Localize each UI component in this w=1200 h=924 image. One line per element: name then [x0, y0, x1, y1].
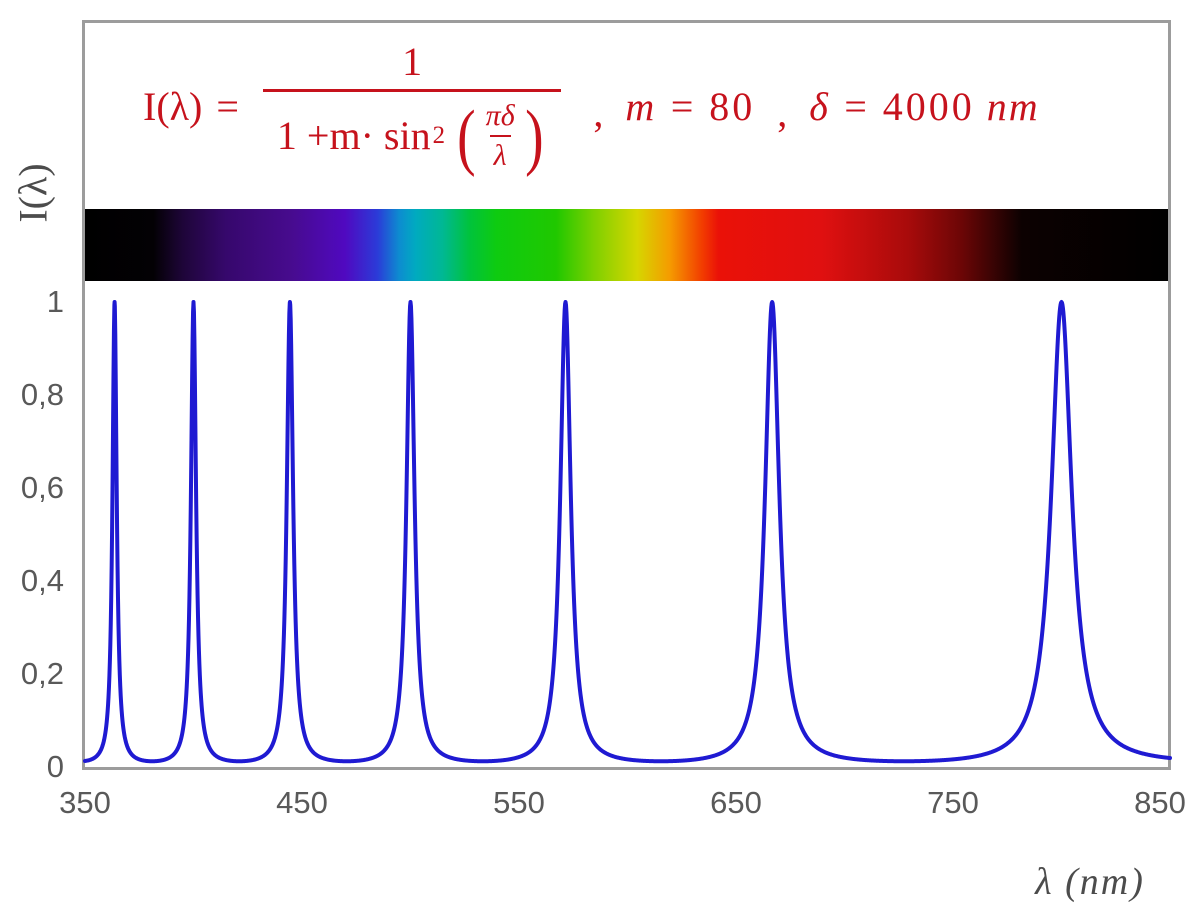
param-delta-unit: nm — [986, 83, 1040, 129]
y-tick-label-0-6: 0,6 — [20, 470, 64, 505]
numerator: 1 — [402, 39, 423, 84]
y-tick-label-1: 1 — [46, 284, 64, 319]
x-axis-title: λ (nm) — [1035, 861, 1145, 903]
x-tick-label-850: 850 — [1134, 785, 1186, 820]
param-m: m = 80 — [625, 83, 755, 130]
param-delta: δ = 4000 nm — [809, 83, 1039, 130]
x-tick-label-750: 750 — [927, 785, 979, 820]
param-m-equals: = — [656, 83, 710, 129]
equals-sign: = — [216, 83, 239, 129]
comma-separator-1: , — [593, 89, 604, 135]
open-paren: ( — [457, 95, 476, 178]
inner-fraction: πδ λ — [482, 100, 519, 171]
formula: I(λ) = 1 1 + m · sin 2 ( πδ λ ) , m = 80 … — [85, 26, 1168, 186]
close-paren: ) — [524, 95, 544, 178]
y-tick-label-0: 0 — [46, 749, 64, 784]
x-tick-label-650: 650 — [710, 785, 762, 820]
param-delta-var: δ — [809, 83, 830, 129]
formula-lhs: I(λ) — [143, 83, 203, 129]
param-m-var: m — [625, 83, 657, 129]
denominator: 1 + m · sin 2 ( πδ λ ) — [262, 89, 562, 178]
inner-numerator: πδ — [485, 99, 515, 132]
x-tick-label-450: 450 — [276, 785, 328, 820]
x-tick-label-350: 350 — [59, 785, 111, 820]
param-delta-equals: = — [829, 83, 883, 129]
inner-denominator: λ — [489, 134, 511, 172]
comma-separator-2: , — [777, 89, 788, 135]
spectrum-bar — [85, 209, 1168, 281]
fraction: 1 1 + m · sin 2 ( πδ λ ) — [262, 39, 562, 178]
y-axis-title: I(λ) — [10, 163, 56, 223]
y-tick-label-0-2: 0,2 — [20, 656, 64, 691]
y-tick-label-0-8: 0,8 — [20, 377, 64, 412]
x-tick-label-550: 550 — [493, 785, 545, 820]
param-m-value: 80 — [709, 83, 756, 129]
param-delta-value: 4000 — [882, 83, 975, 129]
y-tick-label-0-4: 0,4 — [20, 563, 64, 598]
den-sin: · sin — [360, 112, 431, 158]
den-var-m: m — [329, 112, 361, 158]
den-term-1: 1 + — [276, 112, 330, 158]
